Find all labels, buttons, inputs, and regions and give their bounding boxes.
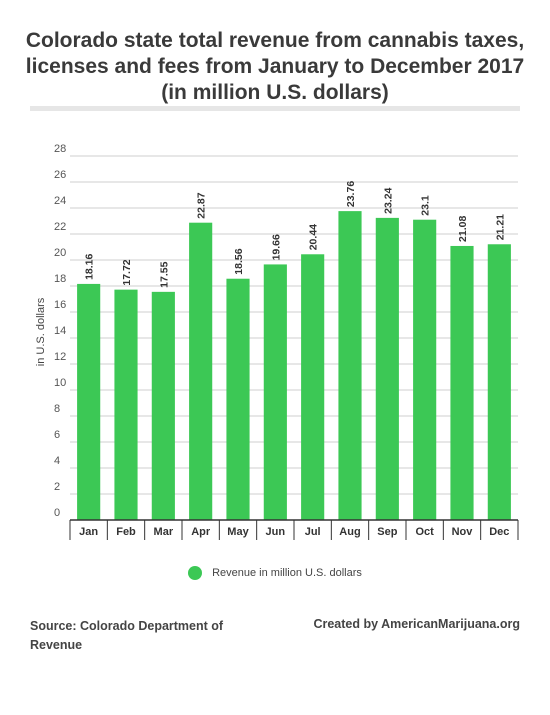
y-tick-label: 2 xyxy=(54,481,60,493)
bar-oct xyxy=(413,219,437,520)
x-tick-label: Jun xyxy=(266,526,286,538)
y-tick-label: 24 xyxy=(54,195,66,207)
data-label: 23.24 xyxy=(382,187,394,213)
y-tick-label: 18 xyxy=(54,273,66,285)
credit-note: Created by AmericanMarijuana.org xyxy=(313,617,520,631)
y-tick-label: 20 xyxy=(54,247,66,259)
data-label: 23.76 xyxy=(345,181,357,207)
y-tick-label: 26 xyxy=(54,169,66,181)
bar-jun xyxy=(263,264,287,520)
x-tick-label: May xyxy=(227,526,249,538)
data-label: 17.55 xyxy=(158,261,170,287)
x-tick-label: Feb xyxy=(116,526,136,538)
bar-jul xyxy=(301,254,325,520)
y-tick-label: 4 xyxy=(54,455,60,467)
x-tick-label: Jan xyxy=(79,526,98,538)
gridlines xyxy=(70,155,518,495)
title-divider xyxy=(30,106,520,111)
x-tick-label: Jul xyxy=(305,526,321,538)
data-label: 20.44 xyxy=(308,224,320,250)
y-tick-label: 22 xyxy=(54,221,66,233)
x-tick-label: Dec xyxy=(489,526,509,538)
data-label: 17.72 xyxy=(121,259,133,285)
x-tick-label: Apr xyxy=(191,526,211,538)
bars xyxy=(77,211,511,520)
x-tick-label: Aug xyxy=(339,526,360,538)
bar-sep xyxy=(375,217,399,520)
x-axis-ticks: Jan Feb Mar Apr May Jun Jul Aug Sep Oct Nov Dec xyxy=(79,526,509,538)
data-label: 21.08 xyxy=(457,216,469,242)
bar-may xyxy=(226,278,250,520)
y-tick-label: 28 xyxy=(54,143,66,155)
x-tick-label: Mar xyxy=(154,526,174,538)
bar-feb xyxy=(114,289,138,520)
bar-mar xyxy=(151,291,175,520)
y-tick-label: 6 xyxy=(54,429,60,441)
x-tick-label: Sep xyxy=(377,526,397,538)
bar-jan xyxy=(77,283,101,520)
data-label: 19.66 xyxy=(270,234,282,260)
bar-apr xyxy=(189,222,213,520)
y-axis-label: in U.S. dollars xyxy=(35,297,47,366)
y-tick-label: 14 xyxy=(54,325,66,337)
chart-title: Colorado state total revenue from cannab… xyxy=(25,29,525,104)
data-label: 21.21 xyxy=(494,214,506,240)
x-tick-label: Nov xyxy=(452,526,474,538)
y-tick-label: 16 xyxy=(54,299,66,311)
data-label: 18.16 xyxy=(84,253,96,279)
bar-aug xyxy=(338,211,362,520)
legend-label: Revenue in million U.S. dollars xyxy=(212,567,362,579)
data-labels: 18.16 17.72 17.55 22.87 18.56 19.66 20.44 23.76… xyxy=(84,181,507,288)
bar-nov xyxy=(450,245,474,520)
bar-dec xyxy=(487,244,511,520)
x-axis xyxy=(69,519,519,540)
y-tick-label: 12 xyxy=(54,351,66,363)
y-tick-label: 8 xyxy=(54,403,60,415)
legend: Revenue in million U.S. dollars xyxy=(0,566,550,580)
source-note: Source: Colorado Department of Revenue xyxy=(30,619,224,652)
y-tick-label: 10 xyxy=(54,377,66,389)
data-label: 18.56 xyxy=(233,248,245,274)
x-tick-label: Oct xyxy=(415,526,434,538)
data-label: 23.1 xyxy=(420,195,432,216)
legend-swatch xyxy=(188,566,203,580)
y-tick-label: 0 xyxy=(54,507,60,519)
data-label: 22.87 xyxy=(196,192,208,218)
